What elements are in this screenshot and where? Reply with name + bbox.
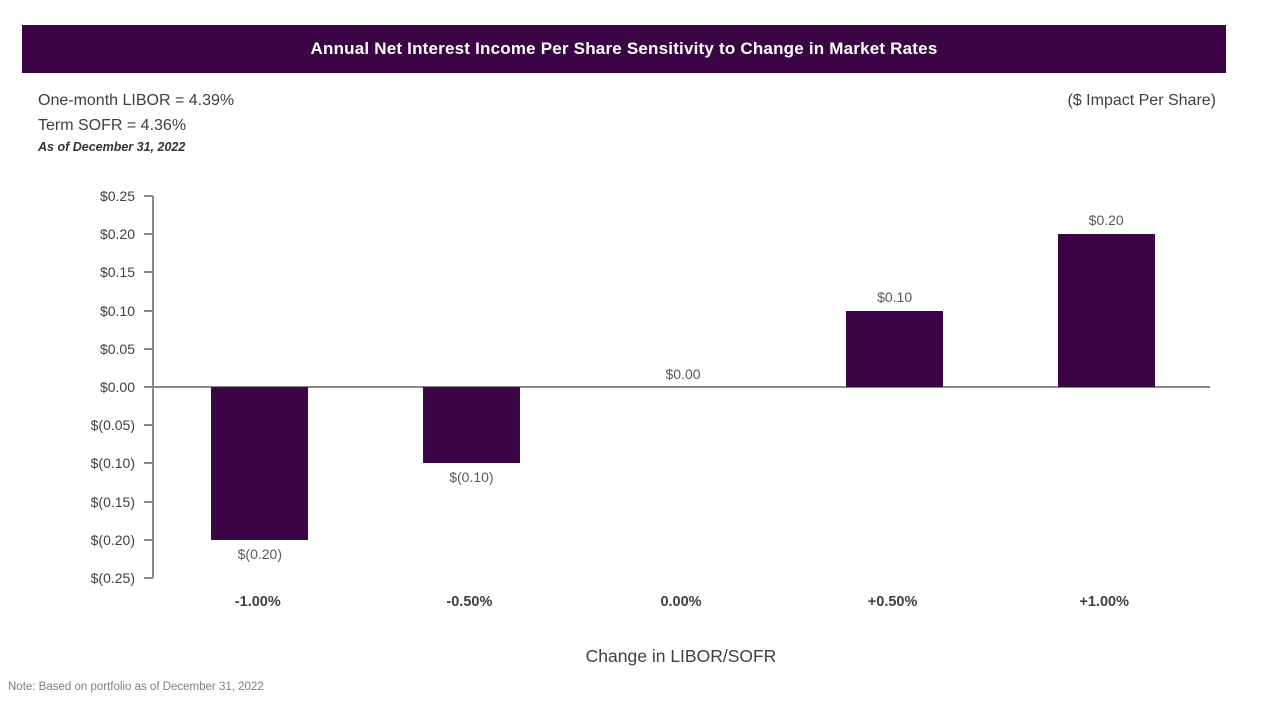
zero-baseline (154, 386, 1210, 388)
y-tick-label: $0.25 (99, 188, 135, 204)
x-category-label: +0.50% (867, 594, 918, 610)
x-category-label: +1.00% (1079, 594, 1129, 610)
x-axis-title: Change in LIBOR/SOFR (585, 646, 777, 666)
chart-title: Annual Net Interest Income Per Share Sen… (310, 39, 938, 58)
y-tick-label: $0.05 (99, 340, 135, 357)
y-tick-mark (144, 462, 153, 465)
libor-rate-line: One-month LIBOR = 4.39% (38, 92, 235, 109)
bar (1057, 234, 1155, 387)
bar (422, 387, 520, 464)
y-axis-tick-labels: $0.25 $0.20 $0.15 $0.10 $0.05 $0.00 $(0.05) $(0… (0, 188, 135, 586)
bar-value-label: $0.10 (877, 288, 913, 305)
y-tick-mark (144, 386, 153, 388)
bar-value-label: $(0.20) (237, 545, 282, 562)
footnote: Note: Based on portfolio as of December … (8, 681, 264, 693)
bar (211, 387, 309, 540)
impact-per-share-label: ($ Impact Per Share) (1067, 92, 1217, 109)
y-tick-mark (144, 233, 153, 236)
y-tick-mark (144, 271, 153, 274)
y-tick-mark (144, 309, 153, 312)
y-tick-label: $(0.25) (90, 570, 135, 586)
y-tick-label: $(0.10) (90, 455, 135, 472)
x-category-label: 0.00% (660, 594, 702, 610)
y-tick-label: $0.10 (99, 302, 135, 319)
y-tick-mark (144, 347, 153, 350)
y-tick-label: $(0.20) (90, 531, 135, 548)
y-tick-label: $0.00 (99, 379, 135, 395)
y-tick-mark (144, 195, 153, 197)
y-tick-mark (144, 577, 153, 579)
x-category-label: -0.50% (446, 594, 493, 610)
plot-area: $(0.20) $(0.10) $0.00 $0.10 $0.20 (144, 195, 1210, 579)
bar (846, 310, 944, 387)
y-tick-label: $0.20 (99, 226, 135, 243)
y-tick-mark (144, 424, 153, 427)
x-category-label: -1.00% (234, 594, 281, 610)
y-tick-label: $(0.05) (90, 417, 135, 434)
as-of-date: As of December 31, 2022 (38, 140, 186, 154)
y-tick-mark (144, 500, 153, 503)
sofr-rate-line: Term SOFR = 4.36% (38, 117, 187, 134)
rate-annotations: One-month LIBOR = 4.39% Term SOFR = 4.36… (38, 88, 234, 156)
title-banner: Annual Net Interest Income Per Share Sen… (22, 25, 1226, 73)
y-tick-label: $(0.15) (90, 493, 135, 510)
bar-value-label: $(0.10) (449, 469, 494, 486)
bar-value-label: $0.20 (1088, 212, 1124, 229)
bar-value-label: $0.00 (665, 366, 701, 382)
y-tick-label: $0.15 (99, 264, 135, 281)
y-tick-mark (144, 538, 153, 541)
